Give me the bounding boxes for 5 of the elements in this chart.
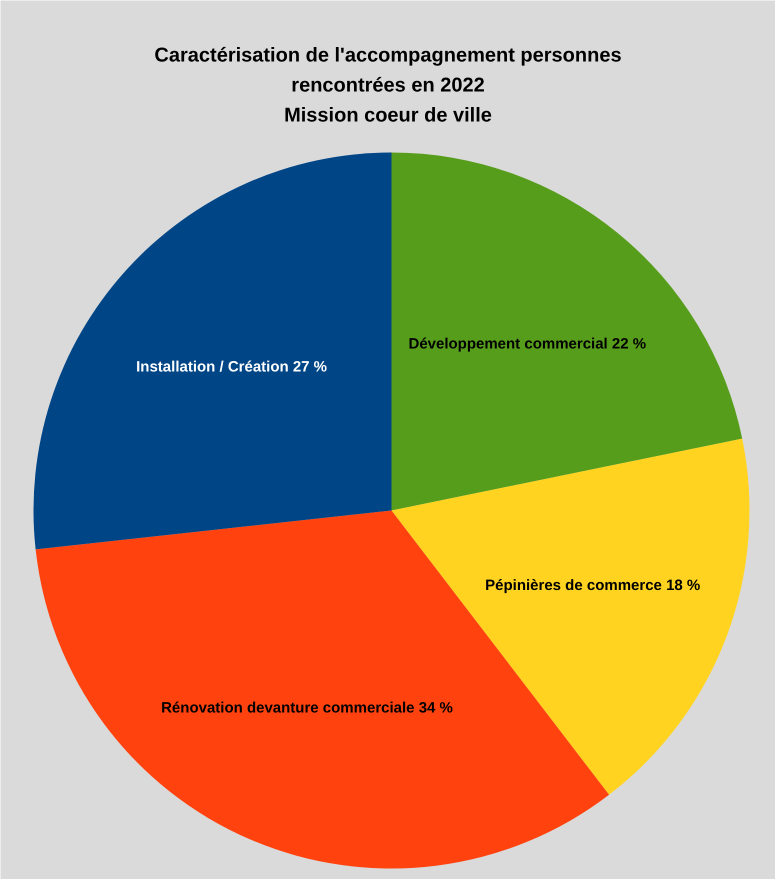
slice-label: Installation / Création 27 % [136, 358, 328, 376]
slice-label: Pépinières de commerce 18 % [485, 577, 700, 594]
slice-label: Rénovation devanture commerciale 34 % [161, 699, 453, 716]
slice-label: Développement commercial 22 % [408, 336, 646, 353]
chart-title: Caractérisation de l'accompagnement personnes rencontrées en 2022 Mission coeur de ville [154, 44, 622, 126]
